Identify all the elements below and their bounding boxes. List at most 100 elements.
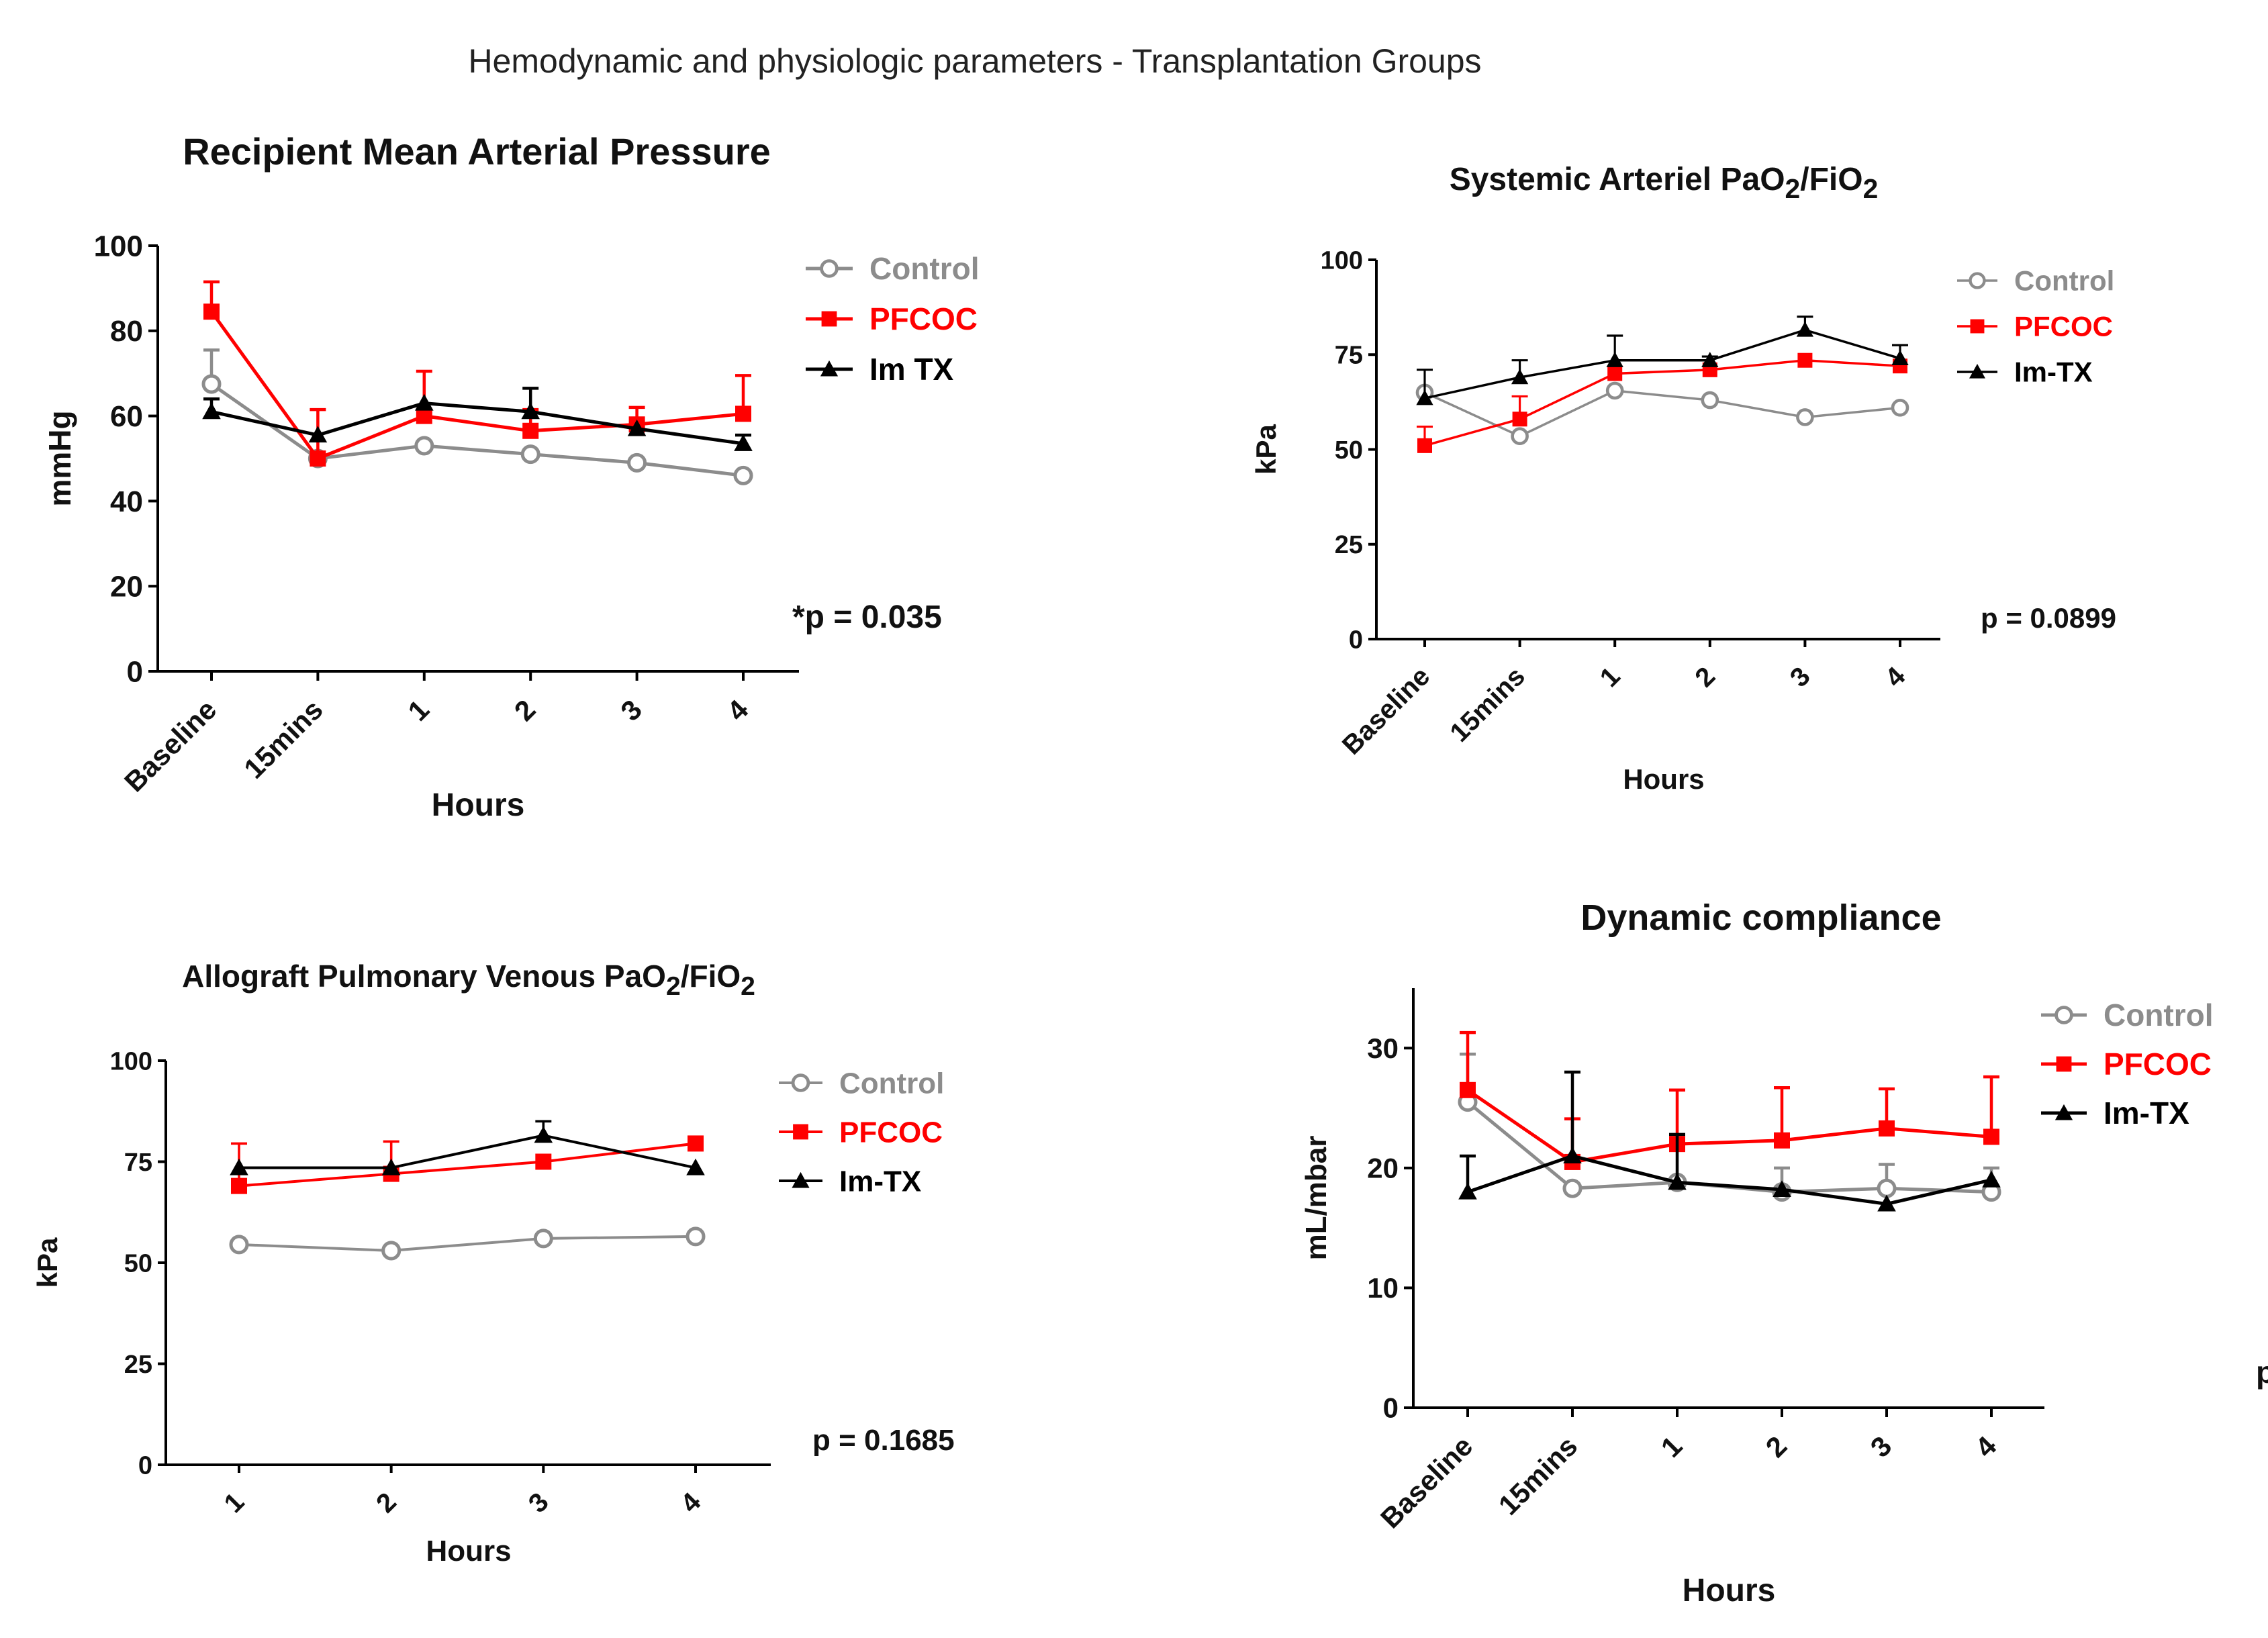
data-point <box>310 450 326 467</box>
y-tick-label-0: 20 <box>110 571 143 604</box>
series-line <box>1424 389 1901 438</box>
legend-label-3: Im-TX <box>2104 1096 2189 1130</box>
x-tick-label-2: 2 <box>371 1487 402 1519</box>
data-point <box>381 1158 401 1175</box>
data-point <box>686 1158 705 1175</box>
data-point <box>627 419 647 436</box>
series-pfcoc-0 <box>203 280 751 467</box>
x-tick-label-0: Baseline <box>118 693 222 798</box>
data-point <box>1983 1128 1999 1145</box>
y-tick-label-0: 60 <box>110 400 143 433</box>
y-tick-label-3: 30 <box>1367 1032 1399 1064</box>
series-control-2 <box>229 1226 706 1261</box>
series-line <box>209 310 744 461</box>
y-tick-label-1: 75 <box>1335 342 1363 370</box>
x-tick-label-0: 2 <box>508 693 542 727</box>
chart-title-2: Allograft Pulmonary Venous PaO2/FiO2 <box>182 959 755 1001</box>
series-im-tx-2 <box>230 1120 705 1175</box>
data-point <box>1416 389 1433 405</box>
series-line <box>1424 328 1901 399</box>
data-point <box>1797 352 1813 368</box>
legend-label-2: PFCOC <box>839 1116 943 1149</box>
data-point <box>627 452 647 473</box>
legend-marker-1 <box>1969 363 1986 379</box>
x-axis-label-2: Hours <box>426 1535 511 1568</box>
data-point <box>522 422 539 439</box>
series-line <box>1466 1100 1992 1194</box>
legend-marker-0 <box>820 259 839 278</box>
x-tick-label-3: 4 <box>1969 1430 2003 1463</box>
series-im-tx-1 <box>1416 316 1909 405</box>
panel-allograft-venous: Allograft Pulmonary Venous PaO2/FiO2 0 25 5… <box>32 959 955 1568</box>
data-point <box>1562 1178 1582 1198</box>
data-point <box>230 1158 248 1175</box>
series-pfcoc-1 <box>1417 352 1907 453</box>
legend-label-0: PFCOC <box>869 301 978 336</box>
panel-dynamic-compliance: Dynamic compliance 0 10 20 30 Baseline 15mins 1… <box>1300 898 2268 1608</box>
legend-label-3: Control <box>2104 998 2214 1032</box>
data-point <box>1605 381 1624 400</box>
series-line <box>1466 1088 1992 1164</box>
data-point <box>1879 1120 1895 1137</box>
series-line <box>238 1235 696 1252</box>
chart-title-1: Systemic Arteriel PaO2/FiO2 <box>1450 162 1879 204</box>
data-point <box>686 1226 706 1247</box>
legend-label-1: Im-TX <box>2014 356 2093 388</box>
legend-label-2: Control <box>839 1067 944 1100</box>
y-tick-label-1: 0 <box>1349 626 1363 654</box>
legend-marker-3 <box>2054 1104 2073 1120</box>
legend-label-1: PFCOC <box>2014 311 2113 342</box>
legend-label-0: Control <box>869 251 980 286</box>
data-point <box>1796 408 1814 426</box>
x-tick-label-3: Baseline <box>1374 1430 1478 1534</box>
data-point <box>1877 1178 1897 1198</box>
series-line <box>238 1142 696 1188</box>
legend-marker-1 <box>1969 272 1986 289</box>
data-point <box>1606 352 1623 367</box>
data-point <box>535 1153 552 1170</box>
y-tick-label-3: 20 <box>1367 1153 1399 1184</box>
p-value-3: p = 0.1396 <box>2256 1355 2268 1390</box>
x-tick-label-0: 4 <box>721 693 755 727</box>
data-point <box>1458 1182 1477 1200</box>
x-tick-label-0: 1 <box>401 693 435 727</box>
x-tick-label-2: 1 <box>219 1487 250 1519</box>
data-point <box>533 1228 553 1249</box>
y-tick-label-1: 25 <box>1335 531 1363 559</box>
y-tick-label-3: 0 <box>1383 1392 1399 1424</box>
chart-title-0: Recipient Mean Arterial Pressure <box>183 130 771 173</box>
y-axis-label-1: kPa <box>1250 424 1282 474</box>
data-point <box>1774 1132 1790 1149</box>
series-control-1 <box>1415 381 1909 446</box>
data-point <box>1773 1180 1791 1198</box>
y-tick-label-1: 100 <box>1321 246 1363 275</box>
series-control-3 <box>1458 1052 2001 1202</box>
legend-marker-2 <box>792 1171 810 1188</box>
x-tick-label-3: 2 <box>1760 1430 1793 1463</box>
data-point <box>202 402 221 420</box>
data-point <box>1563 1147 1582 1164</box>
data-point <box>1512 412 1527 427</box>
x-tick-label-3: 1 <box>1655 1430 1689 1463</box>
y-tick-label-2: 25 <box>124 1351 152 1379</box>
legend-marker-2 <box>793 1124 808 1140</box>
y-tick-label-0: 0 <box>127 655 143 688</box>
chart-title-3: Dynamic compliance <box>1580 898 1941 938</box>
y-tick-label-3: 10 <box>1367 1272 1399 1304</box>
legend-label-2: Im-TX <box>839 1165 921 1198</box>
legend-marker-2 <box>791 1073 810 1092</box>
data-point <box>1982 1170 2001 1188</box>
y-tick-label-0: 80 <box>110 315 143 348</box>
data-point <box>414 436 434 456</box>
x-axis-label-3: Hours <box>1683 1573 1776 1608</box>
legend-label-3: PFCOC <box>2104 1047 2212 1081</box>
x-tick-label-3: 3 <box>1864 1430 1898 1463</box>
y-tick-label-0: 100 <box>94 230 143 262</box>
data-point <box>1891 350 1909 366</box>
figure-title: Hemodynamic and physiologic parameters -… <box>468 42 1481 80</box>
data-point <box>1417 438 1432 453</box>
data-point <box>1701 391 1719 410</box>
legend-marker-0 <box>821 311 837 327</box>
x-tick-label-1: 2 <box>1689 661 1721 693</box>
